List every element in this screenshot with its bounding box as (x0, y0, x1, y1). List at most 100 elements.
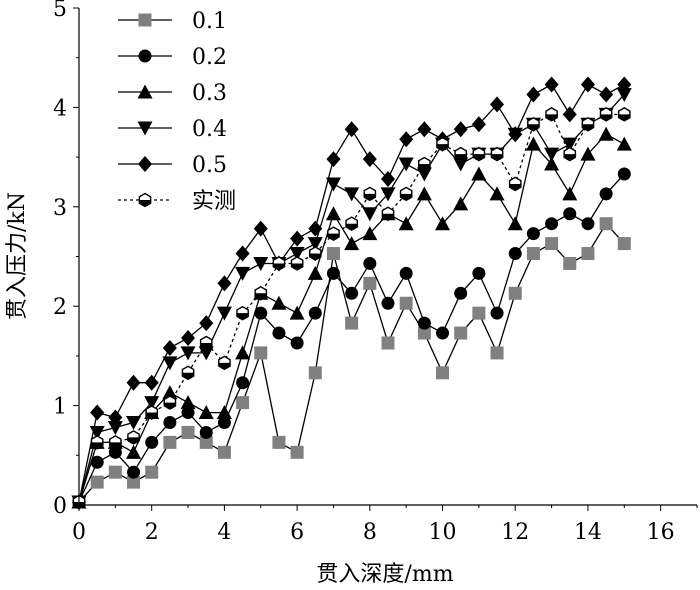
data-point (127, 475, 141, 489)
data-point (508, 126, 523, 143)
data-point (362, 207, 378, 222)
data-point (271, 295, 287, 310)
series-2 (71, 126, 632, 509)
data-point (599, 107, 613, 122)
data-point (363, 256, 377, 270)
data-point (617, 237, 631, 251)
data-point (308, 306, 322, 320)
data-point (180, 346, 196, 361)
legend-label: 0.2 (192, 45, 227, 70)
series-5 (72, 107, 631, 510)
data-point (436, 366, 450, 380)
data-point (145, 405, 159, 420)
data-point (599, 217, 613, 231)
legend-label: 实测 (192, 189, 236, 214)
data-point (272, 256, 286, 271)
data-point (526, 247, 540, 261)
data-point (236, 396, 250, 410)
data-point (526, 116, 540, 132)
data-point (562, 186, 578, 201)
legend-entry: 实测 (118, 189, 236, 214)
data-point (581, 217, 595, 231)
data-point (545, 217, 559, 231)
data-point (381, 170, 395, 187)
data-point (435, 216, 451, 231)
y-tick-label: 4 (53, 96, 67, 121)
data-point (453, 196, 469, 211)
data-point (326, 247, 340, 261)
data-point (454, 286, 468, 300)
data-point (199, 335, 213, 351)
data-point (272, 326, 286, 340)
legend-label: 0.4 (192, 117, 227, 142)
data-point (599, 86, 614, 103)
series-0 (72, 217, 631, 509)
data-point (471, 166, 487, 181)
data-point (563, 146, 577, 162)
data-point (490, 346, 504, 360)
data-point (617, 167, 631, 181)
x-tick-label: 12 (501, 520, 529, 545)
legend-marker (138, 156, 152, 172)
y-tick-label: 1 (53, 395, 67, 420)
data-point (363, 276, 377, 290)
x-tick-label: 16 (647, 520, 675, 545)
data-point (563, 207, 577, 221)
data-point (307, 265, 323, 280)
data-point (581, 116, 595, 132)
data-point (163, 435, 177, 449)
data-point (508, 176, 522, 192)
x-tick-label: 10 (429, 520, 457, 545)
data-point (454, 146, 468, 162)
y-tick-label: 3 (53, 196, 67, 221)
y-tick-label: 5 (53, 0, 67, 22)
data-point (199, 425, 213, 439)
data-point (326, 151, 341, 168)
data-point (398, 157, 414, 172)
legend-marker (138, 192, 152, 208)
data-point (254, 306, 268, 320)
data-point (144, 396, 160, 411)
data-point (290, 256, 304, 271)
data-point (544, 76, 559, 93)
data-point (163, 395, 177, 410)
x-tick-label: 8 (363, 520, 377, 545)
data-point (345, 216, 359, 232)
data-point (181, 365, 195, 381)
legend-marker (137, 121, 153, 136)
data-point (598, 126, 614, 141)
data-point (126, 374, 141, 391)
data-point (198, 405, 214, 420)
data-point (580, 146, 596, 161)
series-line (78, 113, 625, 503)
data-point (526, 86, 541, 103)
data-point (127, 465, 141, 479)
data-point (235, 345, 251, 360)
legend-entry: 0.3 (118, 81, 227, 106)
data-point (362, 151, 377, 168)
data-point (107, 420, 123, 435)
data-point (563, 256, 577, 270)
data-point (581, 247, 595, 261)
data-point (617, 76, 632, 93)
data-point (453, 121, 468, 138)
data-point (217, 275, 232, 292)
data-point (217, 445, 231, 459)
legend-label: 0.3 (192, 81, 227, 106)
legend-marker (137, 84, 153, 99)
data-point (453, 157, 469, 172)
data-point (472, 266, 486, 280)
data-point (490, 96, 505, 113)
legend-entry: 0.1 (118, 9, 227, 34)
data-point (381, 336, 395, 350)
data-point (108, 445, 122, 459)
data-point (217, 415, 231, 429)
data-point (617, 107, 631, 122)
y-tick-label: 0 (53, 494, 67, 519)
data-point (308, 220, 323, 237)
legend-marker (138, 13, 152, 27)
data-point (399, 266, 413, 280)
data-point (472, 306, 486, 320)
series-line (78, 222, 625, 503)
